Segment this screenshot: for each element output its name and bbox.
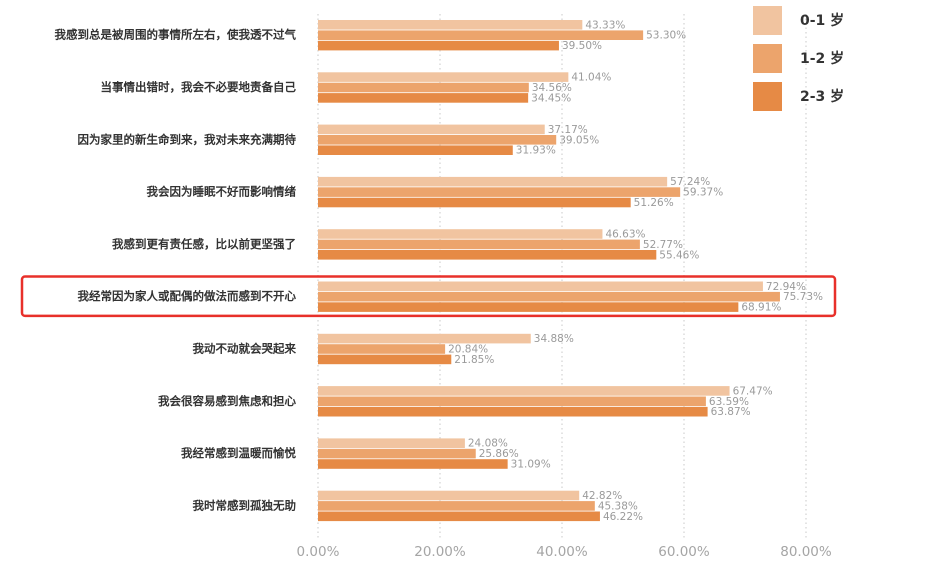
x-tick-label: 20.00% xyxy=(414,544,466,560)
x-tick-label: 0.00% xyxy=(297,544,340,560)
legend-label: 1-2 岁 xyxy=(800,50,844,67)
value-label: 57.24% xyxy=(670,176,710,188)
bar xyxy=(318,406,708,417)
bar xyxy=(318,459,508,469)
value-label: 21.85% xyxy=(454,354,494,366)
bar xyxy=(318,229,603,239)
value-label: 75.73% xyxy=(783,291,823,303)
value-label: 46.63% xyxy=(605,229,645,241)
bar xyxy=(318,438,465,448)
value-label: 24.08% xyxy=(468,438,508,450)
x-tick-label: 80.00% xyxy=(780,544,832,560)
bar xyxy=(318,511,600,522)
highlight-box xyxy=(20,275,837,318)
value-label: 43.33% xyxy=(585,19,625,31)
legend-label: 2-3 岁 xyxy=(800,88,844,105)
x-axis-ticks: 0.00% 20.00% 40.00% 60.00% 80.00% xyxy=(297,544,832,560)
bar xyxy=(318,40,559,51)
bar xyxy=(318,344,446,354)
category-label: 我时常感到孤独无助 xyxy=(193,498,297,512)
bar xyxy=(318,82,529,93)
bar xyxy=(318,72,569,82)
category-label: 我经常感到温暖而愉悦 xyxy=(181,446,296,460)
bar xyxy=(318,250,657,260)
value-label: 34.88% xyxy=(534,333,574,345)
value-label: 34.56% xyxy=(532,82,572,94)
bar xyxy=(318,145,513,155)
x-tick-label: 60.00% xyxy=(658,544,710,560)
bars xyxy=(318,20,780,522)
value-label: 67.47% xyxy=(733,385,773,397)
value-label: 59.37% xyxy=(683,187,723,199)
bar xyxy=(318,187,681,197)
category-label: 当事情出错时，我会不必要地责备自己 xyxy=(101,80,297,94)
legend-swatch xyxy=(753,6,782,35)
bar xyxy=(318,135,557,145)
value-label: 63.59% xyxy=(709,396,749,408)
category-label: 我会因为睡眠不好而影响情绪 xyxy=(147,185,297,199)
category-label: 我感到更有责任感，比以前更坚强了 xyxy=(112,237,296,251)
value-label: 37.17% xyxy=(548,124,588,136)
bar xyxy=(318,501,595,511)
value-label: 51.26% xyxy=(634,197,674,209)
value-label: 63.87% xyxy=(711,406,751,418)
value-label: 42.82% xyxy=(582,490,622,502)
value-label: 52.77% xyxy=(643,239,683,251)
legend-swatch xyxy=(753,44,782,73)
bar xyxy=(318,448,476,459)
value-label: 39.05% xyxy=(559,134,599,146)
value-label: 41.04% xyxy=(571,72,611,84)
bar xyxy=(318,396,706,407)
value-label: 68.91% xyxy=(741,302,781,314)
value-label: 55.46% xyxy=(659,249,699,261)
legend: 0-1 岁 1-2 岁 2-3 岁 xyxy=(753,6,844,111)
bar xyxy=(318,197,631,208)
legend-swatch xyxy=(753,82,782,111)
value-label: 31.09% xyxy=(511,459,551,471)
bar xyxy=(318,302,739,312)
category-label: 我会很容易感到焦虑和担心 xyxy=(158,394,296,408)
value-label: 39.50% xyxy=(562,40,602,52)
value-label: 20.84% xyxy=(448,344,488,356)
bar xyxy=(318,93,529,103)
category-label: 因为家里的新生命到来，我对未来充满期待 xyxy=(78,132,297,146)
category-labels: 我感到总是被周围的事情所左右，使我透不过气当事情出错时，我会不必要地责备自己因为… xyxy=(55,28,297,513)
value-label: 31.93% xyxy=(516,145,556,157)
value-label: 53.30% xyxy=(646,30,686,42)
bar xyxy=(318,239,640,250)
value-label: 72.94% xyxy=(766,281,806,293)
bar xyxy=(318,291,780,302)
bar xyxy=(318,490,580,501)
bar xyxy=(318,333,531,344)
bar xyxy=(318,386,730,396)
bar xyxy=(318,20,583,30)
category-label: 我动不动就会哭起来 xyxy=(193,342,297,356)
bar xyxy=(318,281,763,292)
value-label: 45.38% xyxy=(598,500,638,512)
value-label: 46.22% xyxy=(603,511,643,523)
value-labels: 43.33% 53.30% 39.50% 41.04%34.56%34.45% 37.1… xyxy=(448,19,823,523)
bar xyxy=(318,30,644,40)
bar xyxy=(318,176,668,187)
bar xyxy=(318,354,452,365)
legend-label: 0-1 岁 xyxy=(800,12,844,29)
category-label: 我经常因为家人或配偶的做法而感到不开心 xyxy=(78,289,297,303)
x-tick-label: 40.00% xyxy=(536,544,588,560)
bar xyxy=(318,124,545,135)
value-label: 25.86% xyxy=(479,448,519,460)
value-label: 34.45% xyxy=(531,92,571,104)
category-label: 我感到总是被周围的事情所左右，使我透不过气 xyxy=(55,28,297,42)
